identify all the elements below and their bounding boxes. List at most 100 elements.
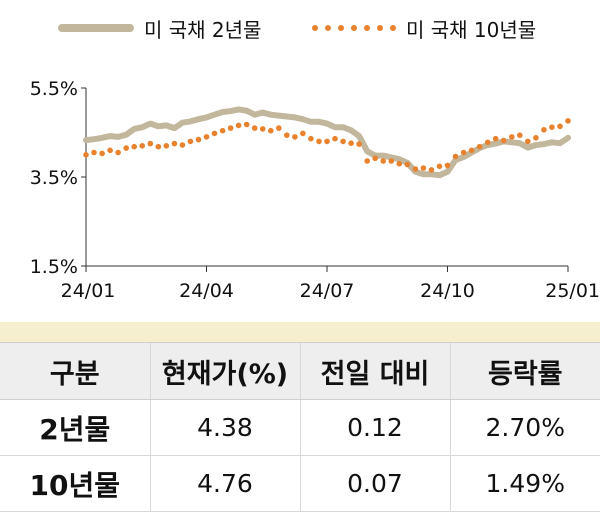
x-tick-label: 24/04 <box>179 280 234 302</box>
series-point-10y <box>380 158 387 164</box>
series-point-10y <box>460 149 467 156</box>
series-point-10y <box>268 127 274 134</box>
series-point-10y <box>420 165 427 171</box>
legend-dot <box>364 25 370 31</box>
series-point-10y <box>316 138 322 145</box>
x-tick-label: 24/07 <box>300 280 355 302</box>
header-current: 현재가(%) <box>149 342 300 400</box>
series-point-10y <box>356 141 362 147</box>
series-point-10y <box>115 149 121 156</box>
legend-item-10y: 미 국채 10년물 <box>312 14 536 42</box>
series-point-10y <box>219 127 226 134</box>
series-point-10y <box>484 139 491 146</box>
legend-label-10y: 미 국채 10년물 <box>406 17 537 42</box>
series-point-10y <box>340 138 346 145</box>
series-point-10y <box>91 149 97 156</box>
row-10y-change: 0.07 <box>299 455 450 512</box>
y-tick-label: 1.5% <box>30 256 78 278</box>
row-10y-rate: 1.49% <box>449 455 600 512</box>
table-row: 2년물 4.38 0.12 2.70% <box>0 399 600 456</box>
series-point-10y <box>131 143 137 150</box>
row-2y-label: 2년물 <box>0 399 150 456</box>
row-10y-current: 4.76 <box>149 455 300 512</box>
legend-dot <box>338 25 344 31</box>
series-point-10y <box>476 143 483 150</box>
series-point-10y <box>251 125 258 131</box>
series-point-10y <box>259 126 266 132</box>
series-point-10y <box>187 138 194 145</box>
series-point-10y <box>436 163 443 170</box>
row-2y-change: 0.12 <box>299 399 450 456</box>
header-change: 전일 대비 <box>299 342 450 400</box>
series-point-10y <box>557 123 563 130</box>
y-tick-label: 3.5% <box>30 167 78 189</box>
series-point-10y <box>533 135 539 141</box>
series-point-10y <box>492 135 499 142</box>
series-point-10y <box>203 134 210 140</box>
series-point-10y <box>243 121 250 128</box>
series-point-10y <box>468 147 475 154</box>
series-point-10y <box>348 140 354 146</box>
table-row: 10년물 4.76 0.07 1.49% <box>0 455 600 512</box>
series-point-10y <box>227 125 234 131</box>
series-point-10y <box>211 130 218 137</box>
legend-dot <box>325 25 331 31</box>
series-point-10y <box>308 135 314 142</box>
x-tick-label: 25/01 <box>545 280 600 302</box>
series-point-10y <box>509 134 515 140</box>
series-point-10y <box>412 166 419 172</box>
series-point-10y <box>163 143 170 149</box>
legend-dot <box>377 25 383 31</box>
series-point-10y <box>396 160 403 167</box>
series-point-10y <box>388 158 395 164</box>
series-point-10y <box>276 125 282 131</box>
series-point-10y <box>332 135 338 142</box>
series-point-10y <box>404 161 411 168</box>
header-category: 구분 <box>0 342 150 400</box>
row-2y-rate: 2.70% <box>449 399 600 456</box>
series-point-10y <box>364 158 371 164</box>
legend-swatch-2y <box>58 24 134 32</box>
series-point-10y <box>549 124 555 130</box>
series-point-10y <box>452 153 459 160</box>
series-point-10y <box>541 127 547 133</box>
series-point-10y <box>107 147 113 154</box>
series-point-10y <box>428 167 435 173</box>
table-header-row: 구분 현재가(%) 전일 대비 등락률 <box>0 342 600 400</box>
series-point-10y <box>284 132 290 138</box>
line-chart: 1.5% 3.5% 5.5% 24/01 24/04 24/07 24/10 25/01 <box>30 78 600 302</box>
x-tick-label: 24/01 <box>61 280 116 302</box>
yield-table: 구분 현재가(%) 전일 대비 등락률 2년물 4.38 0.12 2.70% … <box>0 342 600 512</box>
legend-dot <box>351 25 357 31</box>
series-point-10y <box>235 122 242 129</box>
series-point-10y <box>195 136 202 143</box>
series-point-10y <box>300 130 306 137</box>
series-point-10y <box>83 152 89 158</box>
chart-legend: 미 국채 2년물 미 국채 10년물 <box>0 0 600 54</box>
series-point-10y <box>372 155 379 162</box>
header-rate: 등락률 <box>449 342 600 400</box>
table-top-band <box>0 322 600 342</box>
series-point-10y <box>565 118 571 124</box>
x-tick-label: 24/10 <box>420 280 475 302</box>
series-point-10y <box>147 140 154 147</box>
series-point-10y <box>444 162 451 169</box>
series-point-10y <box>324 138 330 145</box>
y-tick-label: 5.5% <box>30 78 78 100</box>
legend-swatch-10y <box>312 24 396 32</box>
series-point-10y <box>139 143 145 149</box>
series-point-10y <box>123 145 129 151</box>
legend-dot <box>390 25 396 31</box>
series-point-10y <box>500 137 507 144</box>
row-2y-current: 4.38 <box>149 399 300 456</box>
series-point-10y <box>99 150 105 157</box>
series-point-10y <box>292 134 298 140</box>
legend-item-2y: 미 국채 2년물 <box>58 14 261 42</box>
row-10y-label: 10년물 <box>0 455 150 512</box>
series-point-10y <box>155 143 162 150</box>
series-point-10y <box>171 140 178 147</box>
series-point-10y <box>517 132 523 138</box>
series-point-10y <box>525 138 531 145</box>
series-point-10y <box>179 142 186 148</box>
legend-dot <box>312 25 318 31</box>
